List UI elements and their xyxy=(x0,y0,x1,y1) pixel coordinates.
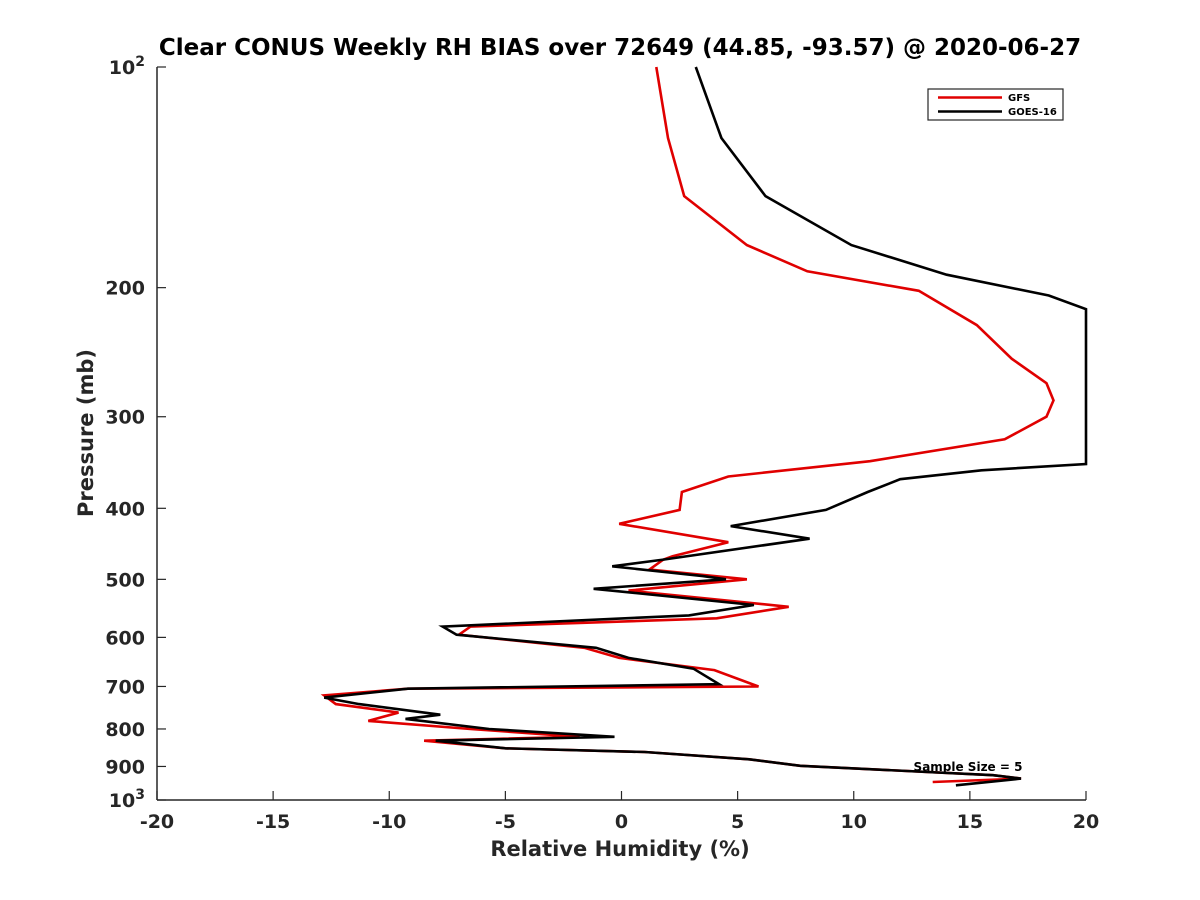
x-tick-label: -5 xyxy=(495,811,516,833)
y-tick-label: 600 xyxy=(105,627,145,649)
x-tick-label: 10 xyxy=(841,811,867,833)
y-axis-label: Pressure (mb) xyxy=(74,349,98,517)
x-axis-label: Relative Humidity (%) xyxy=(490,837,749,861)
series-layer xyxy=(320,66,1088,787)
x-tick-label: 0 xyxy=(615,811,628,833)
y-tick-label: 900 xyxy=(105,756,145,778)
y-tick-label: 103 xyxy=(109,787,145,812)
chart-title: Clear CONUS Weekly RH BIAS over 72649 (4… xyxy=(159,35,1081,61)
y-tick-label: 102 xyxy=(109,54,145,79)
y-axis-ticks: 102 200 300 400 500 600 700 800 900 103 xyxy=(105,54,166,812)
sample-size-annotation: Sample Size = 5 xyxy=(914,760,1023,774)
x-tick-label: 20 xyxy=(1073,811,1099,833)
legend-box xyxy=(927,88,1064,121)
y-tick-label: 700 xyxy=(105,676,145,698)
x-tick-label: -10 xyxy=(372,811,406,833)
y-tick-label: 300 xyxy=(105,407,145,429)
y-tick-label: 500 xyxy=(105,569,145,591)
y-tick-label: 800 xyxy=(105,719,145,741)
x-tick-label: -15 xyxy=(256,811,290,833)
legend: GFS GOES-16 xyxy=(927,88,1064,121)
series-line-goes-16 xyxy=(323,66,1088,787)
y-tick-label: 200 xyxy=(105,278,145,300)
plot-area xyxy=(157,67,1086,800)
legend-label-goes-16: GOES-16 xyxy=(1008,107,1057,118)
x-axis-ticks: -20 -15 -10 -5 0 5 10 15 20 xyxy=(140,791,1099,833)
x-tick-label: -20 xyxy=(140,811,174,833)
x-tick-label: 15 xyxy=(957,811,983,833)
y-tick-label: 400 xyxy=(105,498,145,520)
legend-label-gfs: GFS xyxy=(1008,93,1030,104)
x-tick-label: 5 xyxy=(731,811,744,833)
